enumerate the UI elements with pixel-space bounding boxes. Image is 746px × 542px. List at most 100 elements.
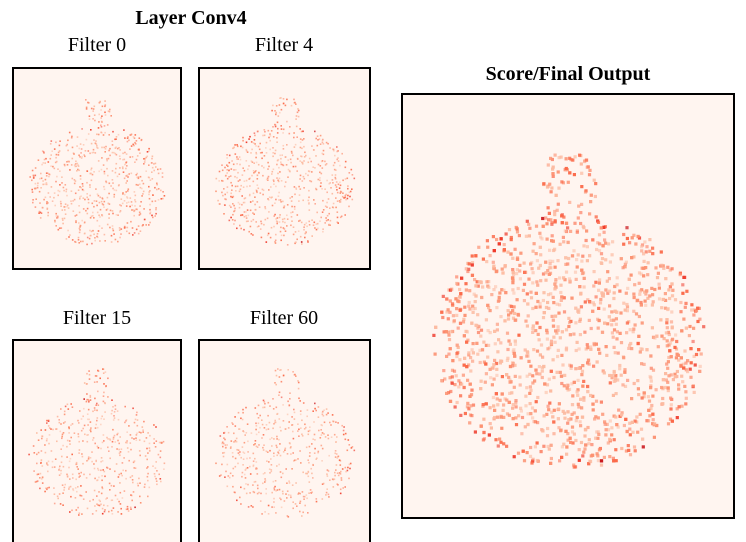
heatmap-pixel [62, 209, 64, 211]
heatmap-pixel [226, 426, 228, 428]
heatmap-pixel [453, 383, 456, 386]
heatmap-pixel [291, 200, 293, 202]
heatmap-pixel [125, 470, 127, 472]
heatmap-pixel [222, 170, 224, 172]
heatmap-pixel [486, 356, 489, 359]
heatmap-pixel [311, 145, 313, 147]
heatmap-pixel [309, 481, 311, 483]
heatmap-pixel [468, 262, 471, 265]
heatmap-pixel [115, 408, 117, 410]
heatmap-pixel [105, 371, 107, 373]
heatmap-pixel [272, 152, 274, 154]
heatmap-pixel [269, 450, 271, 452]
heatmap-pixel [151, 215, 153, 217]
heatmap-pixel [256, 413, 258, 415]
heatmap-pixel [301, 515, 303, 517]
heatmap-pixel [546, 186, 549, 189]
heatmap-pixel [242, 214, 244, 216]
heatmap-pixel [276, 438, 278, 440]
heatmap-pixel [498, 299, 501, 302]
heatmap-pixel [516, 258, 519, 261]
heatmap-pixel [588, 300, 591, 303]
heatmap-pixel [130, 197, 132, 199]
heatmap-pixel [78, 242, 80, 244]
heatmap-pixel [158, 454, 160, 456]
heatmap-pixel [225, 175, 227, 177]
heatmap-pixel [248, 138, 250, 140]
heatmap-pixel [559, 291, 562, 294]
heatmap-pixel [279, 155, 281, 157]
heatmap-pixel [88, 133, 90, 135]
heatmap-pixel [71, 203, 73, 205]
heatmap-pixel [303, 226, 305, 228]
heatmap-pixel [55, 458, 57, 460]
heatmap-pixel [626, 237, 629, 240]
heatmap-pixel [264, 472, 266, 474]
heatmap-pixel [112, 228, 114, 230]
heatmap-pixel [334, 453, 336, 455]
heatmap-pixel [337, 483, 339, 485]
heatmap-pixel [591, 403, 594, 406]
heatmap-pixel [648, 414, 651, 417]
heatmap-pixel [32, 170, 34, 172]
heatmap-pixel [102, 508, 104, 510]
heatmap-pixel [64, 411, 66, 413]
heatmap-pixel [89, 115, 91, 117]
heatmap-pixel [308, 221, 310, 223]
heatmap-pixel [303, 402, 305, 404]
heatmap-pixel [538, 372, 541, 375]
heatmap-pixel [115, 495, 117, 497]
heatmap-pixel [605, 345, 608, 348]
heatmap-pixel [613, 346, 616, 349]
heatmap-pixel [119, 173, 121, 175]
heatmap-pixel [495, 374, 498, 377]
heatmap-pixel [469, 383, 472, 386]
heatmap-pixel [614, 377, 617, 380]
heatmap-pixel [116, 448, 118, 450]
heatmap-pixel [124, 422, 126, 424]
heatmap-pixel [342, 192, 344, 194]
heatmap-pixel [117, 410, 119, 412]
heatmap-pixel [585, 239, 588, 242]
heatmap-pixel [112, 131, 114, 133]
heatmap-pixel [641, 438, 644, 441]
heatmap-pixel [350, 463, 352, 465]
heatmap-pixel [275, 112, 277, 114]
heatmap-pixel [46, 175, 48, 177]
heatmap-pixel [46, 438, 48, 440]
heatmap-pixel [568, 321, 571, 324]
heatmap-pixel [304, 152, 306, 154]
heatmap-pixel [688, 325, 691, 328]
heatmap-pixel [320, 437, 322, 439]
heatmap-pixel [246, 458, 248, 460]
heatmap-pixel [99, 197, 101, 199]
heatmap-pixel [286, 99, 288, 101]
heatmap-pixel [550, 370, 553, 373]
heatmap-pixel [147, 476, 149, 478]
heatmap-pixel [32, 202, 34, 204]
heatmap-pixel [257, 175, 259, 177]
heatmap-pixel [46, 420, 48, 422]
heatmap-pixel [515, 405, 518, 408]
heatmap-pixel [245, 477, 247, 479]
heatmap-pixel [126, 231, 128, 233]
heatmap-pixel [666, 326, 669, 329]
heatmap-pixel [89, 195, 91, 197]
heatmap-pixel [517, 313, 520, 316]
heatmap-pixel [153, 170, 155, 172]
heatmap-pixel [597, 348, 600, 351]
heatmap-pixel [666, 339, 669, 342]
heatmap-pixel [138, 478, 140, 480]
heatmap-pixel [542, 182, 545, 185]
heatmap-pixel [90, 396, 92, 398]
heatmap-pixel [113, 419, 115, 421]
heatmap-pixel [236, 158, 238, 160]
heatmap-pixel [610, 433, 613, 436]
heatmap-pixel [289, 405, 291, 407]
heatmap-pixel [240, 189, 242, 191]
heatmap-pixel [577, 205, 580, 208]
heatmap-pixel [248, 215, 250, 217]
heatmap-pixel [285, 468, 287, 470]
heatmap-pixel [610, 426, 613, 429]
heatmap-pixel [111, 241, 113, 243]
